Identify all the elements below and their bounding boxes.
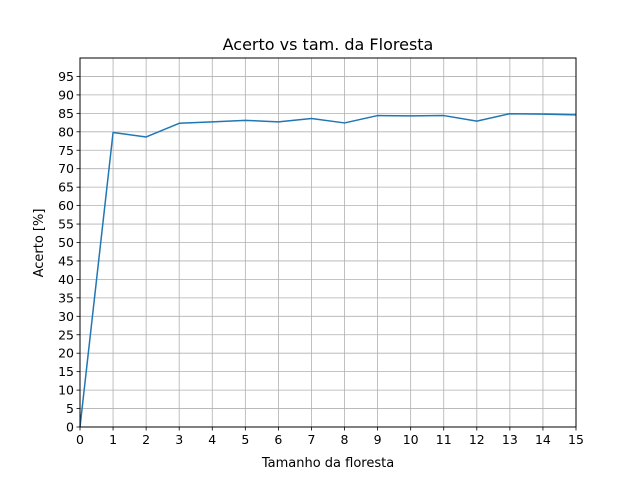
- chart-title: Acerto vs tam. da Floresta: [223, 35, 434, 54]
- x-tick-label: 5: [241, 432, 249, 447]
- y-tick-label: 50: [58, 235, 74, 250]
- x-tick-label: 4: [208, 432, 216, 447]
- y-tick-label: 15: [58, 364, 74, 379]
- x-tick-label: 11: [436, 432, 452, 447]
- x-axis-ticks: 0 1 2 3 4 5 6 7 8 9 10 11 12 13 14 15: [76, 427, 584, 447]
- y-tick-label: 35: [58, 290, 74, 305]
- series-layer: [79, 112, 577, 428]
- y-tick-label: 70: [58, 161, 74, 176]
- x-tick-label: 12: [469, 432, 485, 447]
- x-tick-label: 10: [403, 432, 419, 447]
- y-tick-label: 40: [58, 272, 74, 287]
- x-tick-label: 9: [374, 432, 382, 447]
- y-tick-label: 65: [58, 180, 74, 195]
- y-tick-label: 80: [58, 124, 74, 139]
- x-axis-label: Tamanho da floresta: [261, 456, 394, 471]
- y-tick-label: 20: [58, 346, 74, 361]
- y-tick-label: 5: [66, 401, 74, 416]
- y-tick-label: 0: [66, 420, 74, 435]
- y-tick-label: 10: [58, 383, 74, 398]
- series-line: [79, 112, 577, 428]
- y-tick-label: 60: [58, 198, 74, 213]
- x-tick-label: 3: [175, 432, 183, 447]
- x-tick-label: 13: [502, 432, 518, 447]
- x-tick-label: 0: [76, 432, 84, 447]
- y-tick-label: 85: [58, 106, 74, 121]
- x-tick-label: 6: [274, 432, 282, 447]
- x-tick-label: 8: [341, 432, 349, 447]
- y-tick-label: 25: [58, 327, 74, 342]
- y-tick-label: 95: [58, 69, 74, 84]
- y-axis-label: Acerto [%]: [32, 209, 47, 278]
- y-tick-label: 75: [58, 143, 74, 158]
- x-tick-label: 7: [307, 432, 315, 447]
- x-tick-label: 15: [568, 432, 584, 447]
- y-axis-ticks: 0 5 10 15 20 25 30 35 40 45 50 55 60 65 70 75 80 85 90 95: [58, 69, 80, 435]
- x-tick-label: 2: [142, 432, 150, 447]
- y-tick-label: 45: [58, 253, 74, 268]
- y-tick-label: 55: [58, 217, 74, 232]
- x-tick-label: 14: [535, 432, 551, 447]
- x-tick-label: 1: [109, 432, 117, 447]
- y-tick-label: 30: [58, 309, 74, 324]
- grid: [79, 58, 577, 428]
- y-tick-label: 90: [58, 87, 74, 102]
